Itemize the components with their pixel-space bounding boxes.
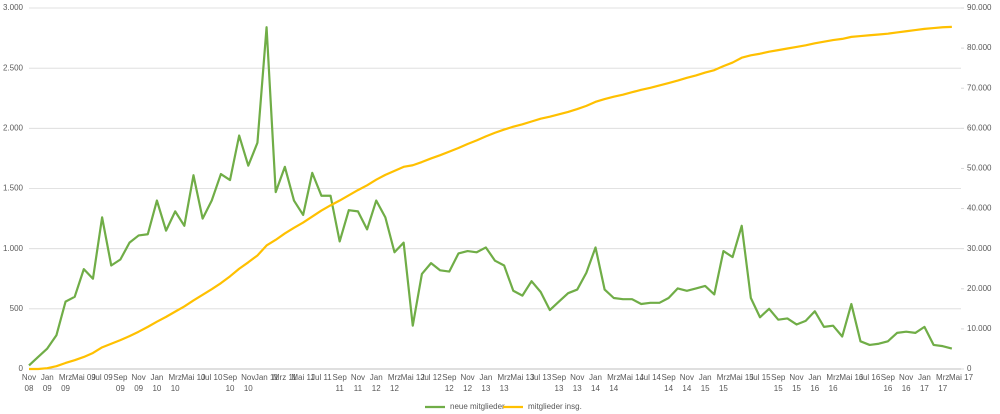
x-tick-label: Mai 13 — [510, 373, 535, 382]
x-tick-label: Jan 16 — [808, 373, 822, 393]
y2-tick-label: 90.000 — [967, 3, 992, 12]
x-tick-label: Jul 10 — [201, 373, 223, 382]
x-tick-label: Jan 17 — [917, 373, 931, 393]
x-tick-label: Jan 09 — [40, 373, 54, 393]
x-tick-label: Sep 15 — [771, 373, 786, 393]
x-tick-label: Mrz 14 — [607, 373, 621, 393]
x-tick-label: Nov 16 — [899, 373, 914, 393]
x-tick-label: Mai 15 — [729, 373, 754, 382]
y2-tick-label: 20.000 — [967, 284, 992, 293]
x-tick-label: Mrz 15 — [716, 373, 731, 393]
series-line — [28, 26, 953, 367]
x-tick-label: Mai 10 — [181, 373, 206, 382]
legend-label: neue mitglieder — [450, 402, 505, 411]
x-tick-label: Jan 15 — [698, 373, 712, 393]
x-tick-label: Nov 13 — [570, 373, 585, 393]
x-tick-label: Mrz 16 — [826, 373, 840, 393]
x-tick-label: Mai 16 — [839, 373, 864, 382]
y2-tick-label: 60.000 — [967, 123, 992, 132]
x-tick-label: Jan 13 — [479, 373, 493, 393]
x-tick-label: Nov 15 — [789, 373, 804, 393]
x-tick-label: Nov 09 — [131, 373, 146, 393]
y-tick-label: 2.500 — [3, 63, 24, 72]
y-tick-label: 1.500 — [3, 184, 24, 193]
x-tick-label: Mrz 13 — [497, 373, 511, 393]
x-tick-label: Jul 12 — [420, 373, 442, 382]
x-tick-label: Sep 14 — [661, 373, 676, 393]
x-tick-label: Mrz 11 — [272, 373, 297, 382]
x-tick-label: Nov 10 — [241, 373, 256, 393]
y2-tick-label: 40.000 — [967, 204, 992, 213]
x-tick-label: Mrz 09 — [58, 373, 73, 393]
y-tick-label: 2.000 — [3, 123, 24, 132]
y-tick-label: 3.000 — [3, 3, 24, 12]
y2-tick-label: 50.000 — [967, 164, 992, 173]
x-tick-label: Jul 14 — [639, 373, 661, 382]
x-tick-label: Mai 09 — [71, 373, 96, 382]
x-tick-label: Nov 08 — [21, 373, 37, 393]
x-tick-label: Mrz 17 — [936, 373, 950, 393]
x-tick-label: Jan 12 — [369, 373, 383, 393]
x-tick-label: Jan 11 — [254, 373, 279, 382]
x-tick-label: Jul 09 — [91, 373, 113, 382]
x-tick-label: Mrz 12 — [387, 373, 402, 393]
series-line — [29, 25, 952, 371]
x-tick-label: Jul 13 — [529, 373, 552, 382]
x-tick-label: Nov 12 — [460, 373, 475, 393]
x-tick-label: Mai 12 — [400, 373, 425, 382]
y-tick-label: 0 — [19, 364, 24, 373]
x-tick-label: Mrz 10 — [168, 373, 182, 393]
y2-tick-label: 0 — [967, 364, 972, 373]
x-tick-label: Nov 14 — [679, 373, 694, 393]
x-tick-label: Sep 09 — [113, 373, 128, 393]
x-tick-label: Jan 10 — [150, 373, 164, 393]
x-tick-label: Sep 16 — [880, 373, 895, 393]
x-tick-label: Sep 11 — [332, 373, 347, 393]
x-tick-label: Jul 15 — [749, 373, 771, 382]
x-tick-label: Mai 11 — [291, 373, 315, 382]
x-tick-label: Sep 12 — [442, 373, 457, 393]
y-tick-label: 1.000 — [3, 244, 24, 253]
x-tick-label: Jul 11 — [311, 373, 332, 382]
x-tick-label: Jan 14 — [589, 373, 602, 393]
x-tick-label: Jul 16 — [858, 373, 881, 382]
y2-tick-label: 30.000 — [967, 244, 992, 253]
x-tick-label: Mai 14 — [620, 373, 645, 382]
x-tick-label: Sep 13 — [551, 373, 567, 393]
y2-tick-label: 70.000 — [967, 83, 992, 92]
y-tick-label: 500 — [10, 304, 24, 313]
y2-tick-label: 10.000 — [967, 324, 992, 333]
y2-tick-label: 80.000 — [967, 43, 992, 52]
x-tick-label: Nov 11 — [350, 373, 366, 393]
x-tick-label: Mai 17 — [949, 373, 974, 382]
legend-label: mitglieder insg. — [528, 402, 582, 411]
x-tick-label: Sep 10 — [222, 373, 238, 393]
